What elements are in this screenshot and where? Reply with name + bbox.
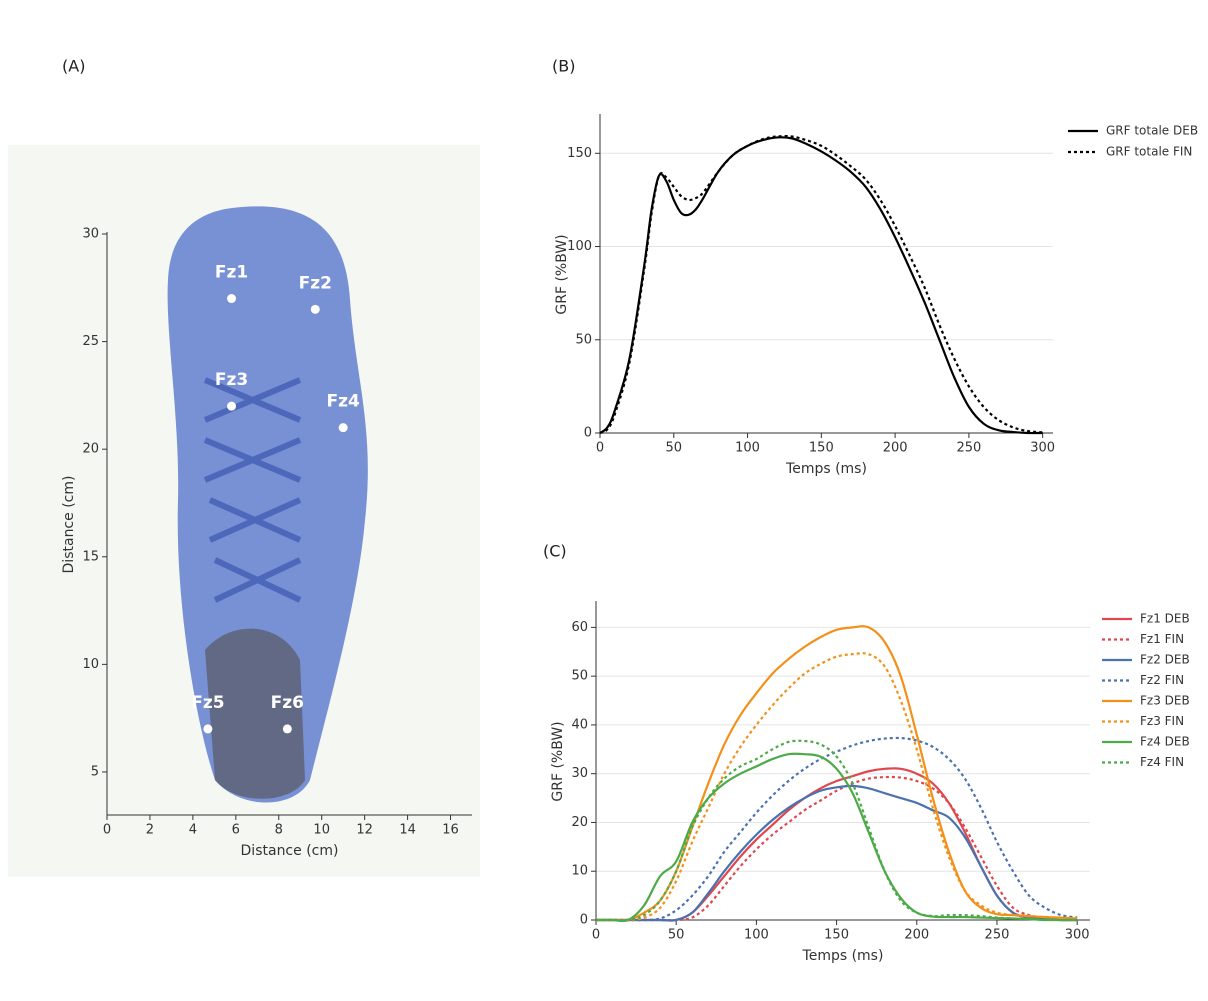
x-axis-label: Temps (ms): [802, 948, 884, 964]
legend-label: Fz4 DEB: [1140, 735, 1190, 749]
x-tick-label: 16: [442, 823, 459, 838]
legend-label: Fz2 DEB: [1140, 653, 1190, 667]
y-tick-label: 30: [571, 766, 588, 781]
sensor-label: Fz1: [215, 263, 248, 283]
panel-label: (A): [62, 57, 85, 76]
y-tick-label: 150: [567, 146, 592, 161]
y-tick-label: 15: [82, 549, 99, 564]
y-tick-label: 20: [82, 442, 99, 457]
sensor-point: [227, 401, 237, 411]
legend-label: Fz4 FIN: [1140, 755, 1184, 769]
y-tick-label: 60: [571, 620, 588, 635]
legend-label: Fz2 FIN: [1140, 673, 1184, 687]
laces: [203, 377, 302, 603]
series-line: [595, 736, 1078, 922]
series-line: [595, 784, 1078, 922]
x-tick-label: 12: [356, 823, 373, 838]
x-tick-label: 50: [666, 441, 683, 456]
x-tick-label: 100: [735, 441, 760, 456]
series-line: [595, 752, 1078, 923]
y-axis-label: GRF (%BW): [554, 234, 570, 314]
y-tick-label: 100: [567, 239, 592, 254]
x-tick-label: 200: [883, 441, 908, 456]
shoe-opening: [205, 628, 305, 799]
x-tick-label: 100: [744, 928, 769, 943]
x-tick-label: 4: [189, 823, 197, 838]
sensor-point: [203, 724, 213, 734]
x-tick-label: 0: [592, 928, 600, 943]
y-tick-label: 0: [580, 913, 588, 928]
panel-label: (C): [543, 542, 567, 561]
y-tick-label: 10: [82, 657, 99, 672]
y-tick-label: 10: [571, 864, 588, 879]
legend-label: Fz3 DEB: [1140, 694, 1190, 708]
sensor-point: [282, 724, 292, 734]
sensor-label: Fz2: [299, 273, 332, 293]
y-tick-label: 50: [571, 669, 588, 684]
x-axis-label: Distance (cm): [241, 843, 339, 859]
series-line: [599, 135, 1043, 435]
x-tick-label: 150: [824, 928, 849, 943]
x-tick-label: 150: [809, 441, 834, 456]
legend-label: Fz1 FIN: [1140, 632, 1184, 646]
sensor-point: [310, 304, 320, 314]
series-line: [595, 739, 1078, 922]
legend-label: GRF totale FIN: [1106, 145, 1192, 159]
legend-label: Fz1 DEB: [1140, 612, 1190, 626]
panel-label: (B): [552, 57, 575, 76]
x-tick-label: 10: [313, 823, 330, 838]
x-tick-label: 250: [985, 928, 1010, 943]
sensor-point: [338, 423, 348, 433]
sensor-label: Fz3: [215, 370, 248, 390]
sensor-point: [227, 294, 237, 304]
sensor-label: Fz5: [191, 693, 224, 713]
y-axis-label: Distance (cm): [61, 476, 77, 574]
y-tick-label: 5: [91, 764, 99, 779]
series-line: [599, 136, 1043, 435]
y-tick-label: 25: [82, 334, 99, 349]
legend-label: GRF totale DEB: [1106, 124, 1198, 138]
sensor-label: Fz4: [327, 392, 361, 412]
x-tick-label: 200: [904, 928, 929, 943]
x-tick-label: 300: [1030, 441, 1055, 456]
y-tick-label: 30: [82, 227, 99, 242]
x-tick-label: 0: [103, 823, 111, 838]
x-tick-label: 8: [275, 823, 283, 838]
x-tick-label: 14: [399, 823, 416, 838]
y-axis-label: GRF (%BW): [550, 721, 566, 801]
x-axis-label: Temps (ms): [785, 461, 867, 477]
sensor-label: Fz6: [271, 693, 304, 713]
x-tick-label: 50: [668, 928, 685, 943]
x-tick-label: 250: [956, 441, 981, 456]
series-line: [595, 652, 1078, 922]
x-tick-label: 6: [232, 823, 240, 838]
y-tick-label: 50: [575, 332, 592, 347]
y-tick-label: 40: [571, 717, 588, 732]
series-line: [595, 775, 1078, 922]
x-tick-label: 2: [146, 823, 154, 838]
legend-label: Fz3 FIN: [1140, 714, 1184, 728]
x-tick-label: 300: [1065, 928, 1090, 943]
y-tick-label: 20: [571, 815, 588, 830]
x-tick-label: 0: [596, 441, 604, 456]
y-tick-label: 0: [584, 426, 592, 441]
